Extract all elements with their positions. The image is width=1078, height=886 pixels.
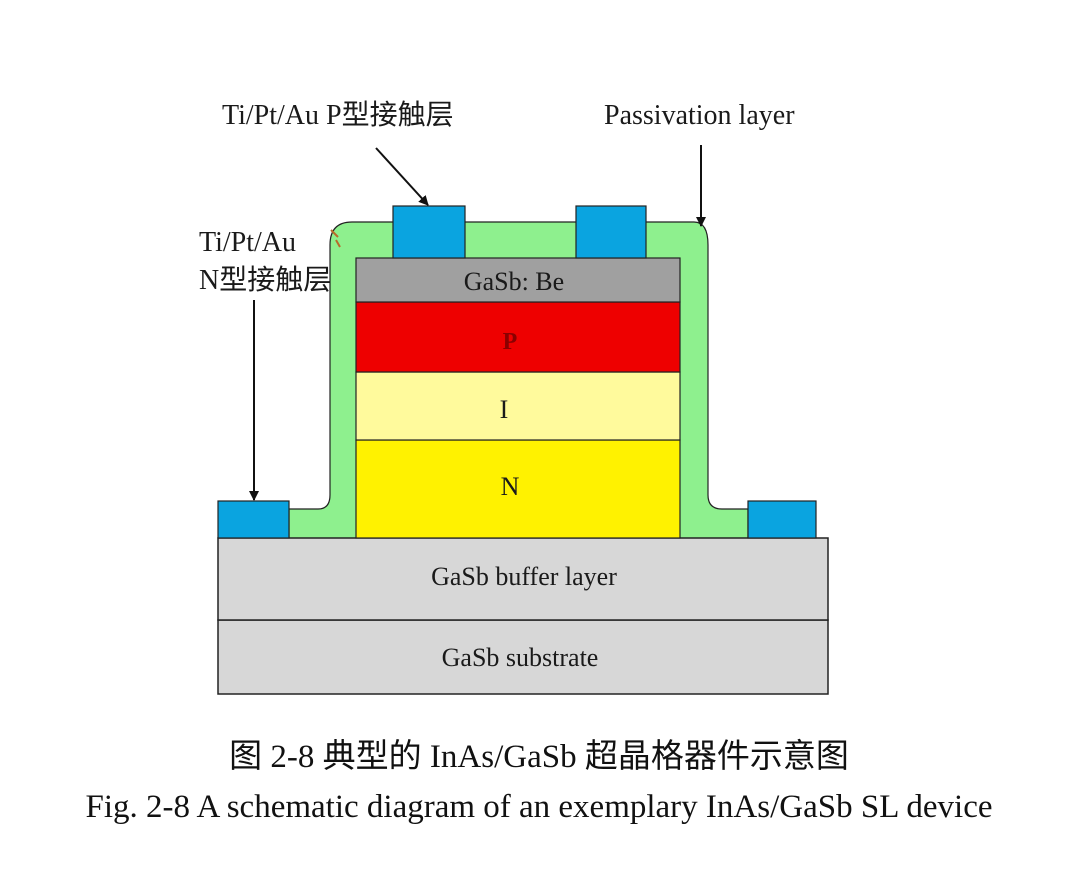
i-layer	[355, 371, 681, 441]
p-layer-label: P	[503, 329, 518, 355]
buffer-layer	[217, 537, 829, 621]
substrate-layer-label: GaSb substrate	[442, 643, 599, 672]
annotation-mark	[330, 229, 341, 248]
figure-caption-chinese: 图 2-8 典型的 InAs/GaSb 超晶格器件示意图	[229, 739, 849, 775]
n-contact-callout-line1: Ti/Pt/Au	[199, 227, 296, 258]
substrate-layer	[217, 619, 829, 695]
n-contact-right	[747, 500, 817, 539]
n-contact-callout-line2: N型接触层	[199, 264, 331, 296]
passivation-callout: Passivation layer	[604, 100, 795, 131]
p-contact-callout: Ti/Pt/Au P型接触层	[222, 99, 454, 131]
buffer-layer-label: GaSb buffer layer	[431, 562, 617, 591]
n-contact-left	[217, 500, 290, 539]
n-layer-label: N	[501, 472, 520, 501]
i-layer-label: I	[500, 395, 509, 424]
cap-layer-label: GaSb: Be	[464, 267, 564, 296]
n-layer	[355, 439, 681, 539]
cap-layer	[355, 257, 681, 303]
p-contact-right	[575, 205, 647, 259]
p-layer	[355, 301, 681, 373]
p-contact-left	[392, 205, 466, 259]
figure-caption-english: Fig. 2-8 A schematic diagram of an exemp…	[85, 789, 993, 825]
p-contact-arrow	[375, 147, 429, 206]
